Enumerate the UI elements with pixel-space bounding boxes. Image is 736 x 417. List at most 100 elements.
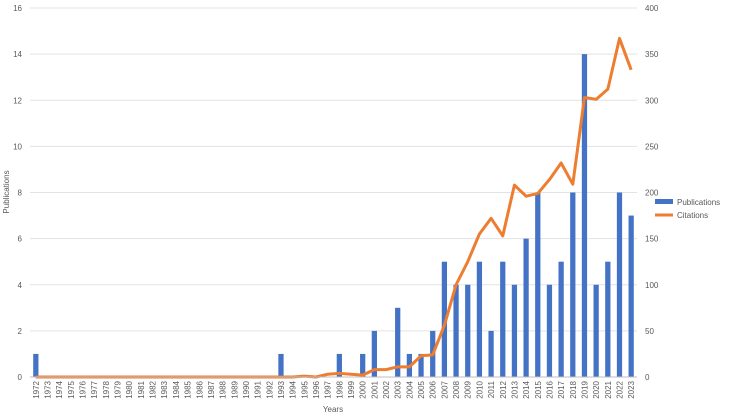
- x-tick-2009: 2009: [464, 380, 473, 398]
- bar-publications-2018: [570, 192, 576, 377]
- bar-publications-2010: [476, 261, 483, 377]
- x-tick-2001: 2001: [370, 380, 379, 398]
- y-tick-12: 12: [13, 96, 22, 105]
- bar-publications-2013: [511, 284, 518, 377]
- y2-tick-300: 300: [645, 96, 659, 105]
- bar-publications-2017: [558, 261, 564, 377]
- y2-tick-100: 100: [645, 281, 659, 290]
- x-tick-2022: 2022: [615, 380, 624, 398]
- x-tick-2008: 2008: [452, 380, 461, 398]
- bar-publications-2021: [605, 261, 611, 377]
- x-tick-1985: 1985: [184, 380, 193, 398]
- bar-publications-2014: [523, 238, 529, 377]
- x-tick-2013: 2013: [510, 380, 519, 398]
- bar-publications-2023: [628, 215, 634, 377]
- bar-publications-2016: [546, 284, 553, 377]
- bar-publications-2020: [593, 284, 599, 377]
- x-tick-2007: 2007: [440, 380, 449, 398]
- publications-bars: [33, 54, 634, 377]
- x-tick-2005: 2005: [417, 380, 426, 398]
- x-tick-1982: 1982: [149, 380, 158, 398]
- left-axis-ticks: 0 2 4 6 8 10 12 14 16: [13, 4, 22, 382]
- bar-publications-2008: [453, 284, 459, 377]
- gridlines: [30, 7, 637, 332]
- y2-tick-50: 50: [645, 327, 654, 336]
- x-tick-2014: 2014: [522, 380, 531, 398]
- bar-publications-2001: [371, 330, 377, 377]
- x-tick-2017: 2017: [557, 380, 566, 398]
- x-tick-2019: 2019: [580, 380, 589, 398]
- bar-publications-2019: [581, 54, 588, 377]
- x-tick-1973: 1973: [44, 380, 53, 398]
- x-tick-2010: 2010: [475, 380, 484, 398]
- x-tick-1999: 1999: [347, 380, 356, 398]
- x-tick-1994: 1994: [289, 380, 298, 398]
- x-tick-2011: 2011: [487, 380, 496, 398]
- x-tick-1977: 1977: [90, 380, 99, 398]
- y-tick-6: 6: [18, 235, 23, 244]
- x-tick-2002: 2002: [382, 380, 391, 398]
- x-tick-1975: 1975: [67, 380, 76, 398]
- bar-publications-2015: [535, 192, 541, 377]
- bar-publications-2003: [395, 307, 401, 377]
- x-tick-2012: 2012: [499, 380, 508, 398]
- bar-publications-2012: [500, 261, 506, 377]
- bar-publications-1993: [278, 353, 284, 377]
- y-axis-title: Publications: [2, 170, 11, 213]
- x-tick-1993: 1993: [277, 380, 286, 398]
- x-tick-2003: 2003: [394, 380, 403, 398]
- y2-tick-150: 150: [645, 235, 659, 244]
- x-tick-1984: 1984: [172, 380, 181, 398]
- x-tick-2020: 2020: [592, 380, 601, 398]
- right-axis-ticks: 0 50 100 150 200 250 300 350 400: [645, 4, 659, 382]
- y-tick-0: 0: [18, 373, 23, 382]
- bar-publications-2000: [360, 353, 366, 377]
- y2-tick-250: 250: [645, 142, 659, 151]
- citations-line: [35, 36, 633, 379]
- x-tick-1991: 1991: [254, 380, 263, 398]
- bar-publications-2022: [616, 192, 623, 377]
- y-tick-14: 14: [13, 50, 22, 59]
- citations-line-layer: [35, 36, 633, 379]
- bar-publications-1998: [336, 353, 342, 377]
- legend-label-publications: Publications: [677, 198, 720, 207]
- x-tick-1983: 1983: [160, 380, 169, 398]
- legend: Publications Citations: [655, 198, 720, 220]
- legend-label-citations: Citations: [677, 211, 708, 220]
- x-tick-2004: 2004: [405, 380, 414, 398]
- bar-publications-2009: [465, 284, 471, 377]
- x-tick-1998: 1998: [335, 380, 344, 398]
- x-tick-1997: 1997: [324, 380, 333, 398]
- y-tick-8: 8: [18, 189, 23, 198]
- x-tick-2006: 2006: [429, 380, 438, 398]
- x-tick-1992: 1992: [265, 380, 274, 398]
- x-tick-1979: 1979: [114, 380, 123, 398]
- x-tick-2000: 2000: [359, 380, 368, 398]
- y-tick-4: 4: [18, 281, 23, 290]
- x-tick-1986: 1986: [195, 380, 204, 398]
- bar-publications-1972: [33, 353, 39, 377]
- y-tick-2: 2: [18, 327, 23, 336]
- x-tick-1987: 1987: [207, 380, 216, 398]
- x-tick-1995: 1995: [300, 380, 309, 398]
- x-tick-1974: 1974: [55, 380, 64, 398]
- y2-tick-400: 400: [645, 4, 659, 13]
- bar-publications-2011: [488, 330, 494, 377]
- x-tick-2016: 2016: [545, 380, 554, 398]
- bar-publications-2005: [418, 353, 424, 377]
- x-tick-1990: 1990: [242, 380, 251, 398]
- x-tick-2023: 2023: [627, 380, 636, 398]
- x-tick-2015: 2015: [534, 380, 543, 398]
- x-tick-1988: 1988: [219, 380, 228, 398]
- y2-tick-0: 0: [645, 373, 650, 382]
- y2-tick-200: 200: [645, 189, 659, 198]
- x-tick-2018: 2018: [569, 380, 578, 398]
- x-tick-1976: 1976: [79, 380, 88, 398]
- y-tick-16: 16: [13, 4, 22, 13]
- y-tick-10: 10: [13, 142, 22, 151]
- x-tick-1978: 1978: [102, 380, 111, 398]
- x-axis-ticks: 1972 1973 1974 1975 1976 1977 1978 1979 1980 1981…: [32, 380, 636, 398]
- x-axis-title: Years: [323, 405, 343, 414]
- y2-tick-350: 350: [645, 50, 659, 59]
